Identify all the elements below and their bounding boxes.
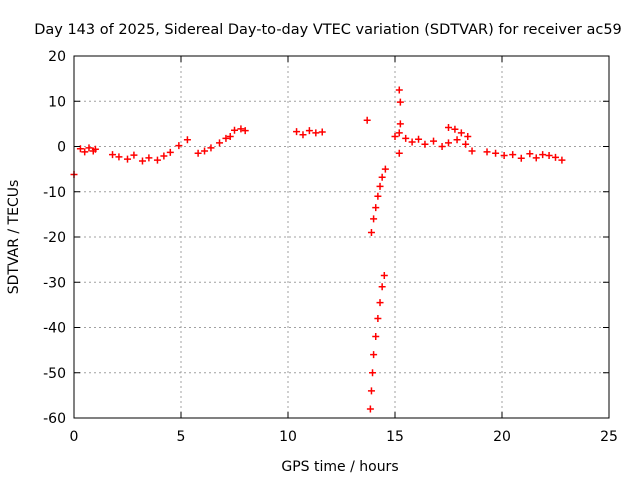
data-point: [395, 86, 403, 94]
y-tick-label: 20: [48, 49, 66, 65]
y-tick-label: -60: [43, 411, 66, 427]
data-point: [464, 133, 472, 141]
grid-lines: [74, 56, 609, 418]
y-tick-label: -30: [43, 275, 66, 291]
data-point: [222, 134, 230, 142]
data-point: [462, 140, 470, 148]
data-point: [124, 155, 131, 163]
data-point: [376, 299, 384, 307]
data-point: [372, 204, 380, 212]
data-point: [438, 143, 446, 150]
data-point: [492, 149, 500, 157]
data-point: [421, 140, 429, 148]
data-point: [552, 153, 559, 161]
data-point: [445, 139, 452, 147]
data-point: [558, 156, 566, 164]
data-point: [293, 128, 301, 136]
data-point: [207, 144, 215, 152]
x-tick-label: 5: [177, 429, 186, 445]
data-point: [369, 369, 377, 377]
data-point: [370, 351, 378, 359]
chart-title: Day 143 of 2025, Sidereal Day-to-day VTE…: [34, 22, 622, 38]
data-point: [226, 133, 234, 141]
data-point: [130, 151, 138, 159]
data-point: [145, 154, 153, 162]
data-point: [231, 126, 238, 134]
data-point: [109, 151, 117, 159]
data-point: [457, 129, 465, 137]
x-axis-label: GPS time / hours: [281, 459, 398, 475]
y-tick-label: -40: [43, 321, 66, 337]
data-point: [526, 150, 534, 158]
data-point: [453, 136, 461, 144]
data-point: [374, 192, 382, 200]
data-point: [175, 142, 183, 150]
data-point: [312, 129, 320, 137]
data-point: [160, 152, 168, 160]
data-point: [216, 139, 224, 147]
data-point: [305, 127, 313, 135]
data-point: [451, 125, 459, 133]
data-point: [299, 131, 307, 139]
data-point: [483, 148, 491, 156]
data-point: [367, 228, 375, 236]
data-point: [381, 165, 389, 173]
data-point: [509, 151, 517, 159]
data-point: [532, 154, 540, 162]
data-point: [545, 152, 553, 160]
x-tick-label: 15: [386, 429, 404, 445]
data-point: [517, 154, 525, 162]
data-point: [376, 182, 384, 190]
data-point: [402, 134, 410, 142]
data-point: [395, 129, 403, 137]
x-tick-label: 10: [279, 429, 297, 445]
data-point: [430, 137, 438, 145]
data-point: [91, 145, 99, 153]
data-point: [370, 215, 378, 223]
data-point: [241, 127, 249, 135]
y-tick-label: 0: [57, 140, 66, 156]
data-point: [374, 314, 382, 322]
data-point: [183, 136, 191, 144]
y-tick-label: -10: [43, 185, 66, 201]
data-point: [445, 123, 452, 131]
data-point: [372, 333, 380, 341]
y-tick-label: 10: [48, 94, 66, 110]
x-tick-label: 25: [600, 429, 618, 445]
data-point: [318, 128, 326, 136]
data-point: [194, 149, 202, 157]
x-tick-label: 20: [493, 429, 511, 445]
data-point: [395, 149, 403, 157]
data-point: [138, 157, 146, 165]
data-point: [468, 147, 476, 155]
data-points: [70, 86, 566, 413]
data-point: [166, 148, 174, 156]
data-point: [396, 98, 404, 106]
data-point: [366, 405, 374, 413]
y-axis-label: SDTVAR / TECUs: [6, 180, 22, 295]
data-point: [378, 283, 386, 291]
data-point: [81, 148, 89, 156]
data-point: [539, 151, 547, 159]
data-point: [237, 125, 245, 133]
data-point: [380, 271, 388, 279]
data-point: [391, 133, 399, 141]
data-point: [378, 173, 386, 181]
data-point: [85, 144, 93, 152]
data-point: [201, 147, 209, 155]
data-point: [396, 120, 404, 128]
data-point: [500, 152, 508, 160]
y-tick-label: -50: [43, 366, 66, 382]
data-point: [367, 387, 375, 395]
data-point: [153, 156, 161, 164]
data-point: [408, 138, 416, 146]
data-point: [76, 145, 84, 153]
x-tick-label: 0: [70, 429, 79, 445]
data-point: [115, 153, 123, 161]
axis-ticks: 0 5 10 15 20 25 -60 -50 -40 -30 -20 -10 0 10 20: [43, 49, 618, 445]
y-tick-label: -20: [43, 230, 66, 246]
data-point: [363, 116, 371, 124]
data-point: [415, 135, 423, 143]
